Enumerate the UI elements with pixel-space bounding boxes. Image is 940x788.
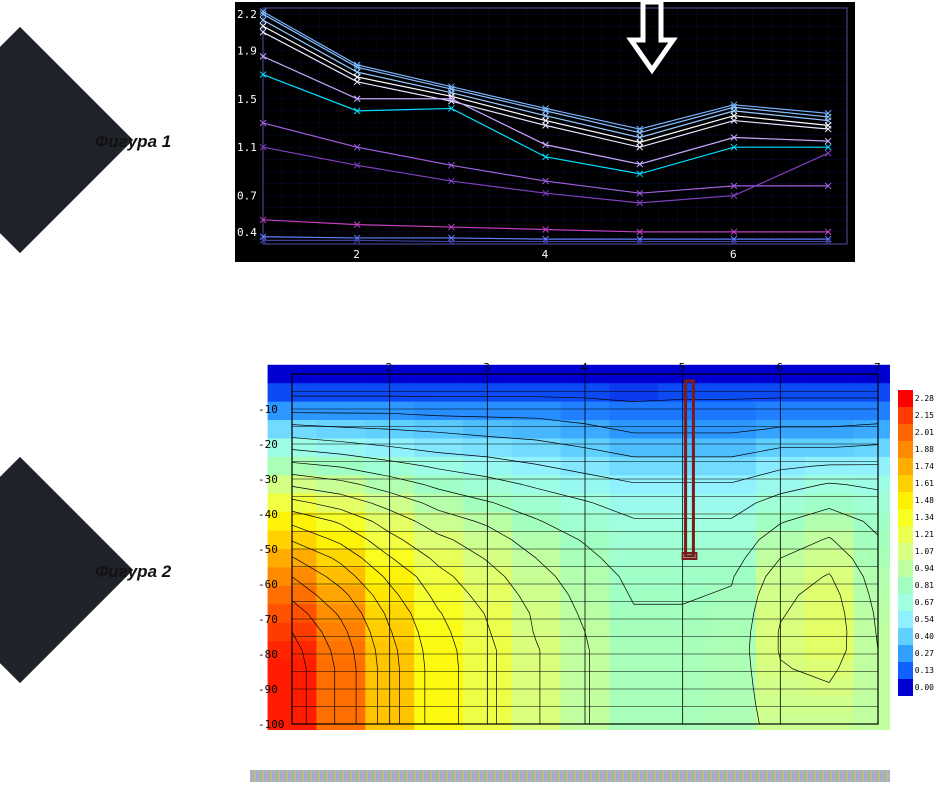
svg-text:2: 2: [386, 361, 393, 374]
svg-text:-60: -60: [258, 578, 278, 591]
colorbar-stop: 1.61: [898, 475, 934, 492]
svg-text:1.1: 1.1: [237, 141, 257, 154]
svg-text:-80: -80: [258, 648, 278, 661]
colorbar-stop: 1.21: [898, 526, 934, 543]
fig2-label: Фигура 2: [95, 562, 171, 582]
svg-text:1.9: 1.9: [237, 44, 257, 57]
svg-text:4: 4: [581, 361, 588, 374]
svg-text:-50: -50: [258, 543, 278, 556]
colorbar-stop: 0.54: [898, 611, 934, 628]
colorbar-stop: 0.67: [898, 594, 934, 611]
colorbar-stop: 0.40: [898, 628, 934, 645]
svg-text:6: 6: [776, 361, 783, 374]
figure1-line-chart: 0.4 0.7 1.1 1.5 1.9 2.2 2 4 6: [235, 2, 855, 262]
colorbar-stop: 1.34: [898, 509, 934, 526]
colorbar-stop: 1.07: [898, 543, 934, 560]
svg-text:-20: -20: [258, 438, 278, 451]
svg-text:2.2: 2.2: [237, 8, 257, 21]
svg-text:0.4: 0.4: [237, 226, 257, 239]
svg-text:6: 6: [730, 248, 737, 261]
svg-text:-100: -100: [258, 718, 285, 730]
svg-text:-30: -30: [258, 473, 278, 486]
colorbar-stop: 0.94: [898, 560, 934, 577]
svg-text:-40: -40: [258, 508, 278, 521]
svg-text:-70: -70: [258, 613, 278, 626]
noise-strip: [250, 770, 890, 782]
svg-text:2: 2: [353, 248, 360, 261]
svg-text:4: 4: [542, 248, 549, 261]
svg-text:3: 3: [483, 361, 490, 374]
colorbar-stop: 0.27: [898, 645, 934, 662]
svg-text:5: 5: [679, 361, 686, 374]
figure2-heatmap: 2 3 4 5 6 7 -10 -20 -30 -40 -50 -60 -70 -80 -90 -100: [250, 360, 890, 730]
colorbar: 2.28 2.15 2.01 1.88 1.74 1.61: [898, 390, 934, 710]
colorbar-stop: 1.74: [898, 458, 934, 475]
colorbar-stop: 2.15: [898, 407, 934, 424]
svg-text:0.7: 0.7: [237, 190, 257, 203]
fig1-label: Фигура 1: [95, 132, 171, 152]
colorbar-stop: 0.00: [898, 679, 934, 696]
colorbar-stop: 1.48: [898, 492, 934, 509]
colorbar-stop: 0.81: [898, 577, 934, 594]
colorbar-stop: 0.13: [898, 662, 934, 679]
svg-text:7: 7: [874, 361, 881, 374]
svg-text:1.5: 1.5: [237, 93, 257, 106]
svg-text:-90: -90: [258, 683, 278, 696]
colorbar-stop: 1.88: [898, 441, 934, 458]
colorbar-stop: 2.01: [898, 424, 934, 441]
colorbar-stop: 2.28: [898, 390, 934, 407]
svg-text:-10: -10: [258, 403, 278, 416]
